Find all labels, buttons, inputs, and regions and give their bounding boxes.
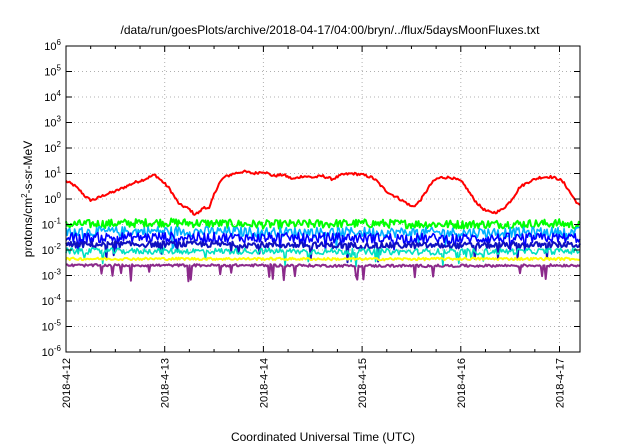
series-line [65,256,581,262]
series-line [65,226,581,250]
x-tick-label: 2018-4-17 [555,358,567,408]
series-line [65,263,581,283]
y-tick-exponent: 0 [57,191,62,200]
y-tick-exponent: 4 [57,89,62,98]
x-tick-label: 2018-4-15 [357,358,369,408]
series-line [65,169,581,216]
x-tick-label: 2018-4-14 [258,358,270,408]
y-label-superscript: 2 [20,193,29,198]
y-axis-label: protons/cm2-s-sr-MeV [20,141,35,257]
x-axis: 2018-4-12 2018-4-13 2018-4-14 2018-4-15 2018… [61,46,567,408]
y-tick-exponent: 2 [57,140,62,149]
y-tick-exponent: 6 [57,38,62,47]
y-tick-exponent: -6 [54,344,62,353]
chart-title: /data/run/goesPlots/archive/2018-04-17/0… [121,23,541,37]
x-tick-label: 2018-4-12 [61,358,73,408]
x-tick-label: 2018-4-13 [160,358,172,408]
grid [66,46,580,352]
y-tick-exponent: 3 [57,115,62,124]
y-label-part: protons/cm [21,198,35,257]
y-tick-exponent: 5 [57,64,62,73]
y-tick-exponent: -3 [54,268,62,277]
y-tick-exponent: -4 [54,293,62,302]
y-tick-exponent: -1 [54,217,62,226]
series-line [65,247,581,268]
series-layer [65,169,581,283]
y-label-part: -s-sr-MeV [21,141,35,194]
series-line [65,231,581,254]
y-tick-exponent: -2 [54,242,62,251]
series-line [65,240,581,264]
x-axis-label: Coordinated Universal Time (UTC) [231,430,415,444]
x-tick-label: 2018-4-16 [456,358,468,408]
y-tick-exponent: 1 [57,166,62,175]
series-line [65,217,581,231]
y-tick-exponent: -5 [54,319,62,328]
